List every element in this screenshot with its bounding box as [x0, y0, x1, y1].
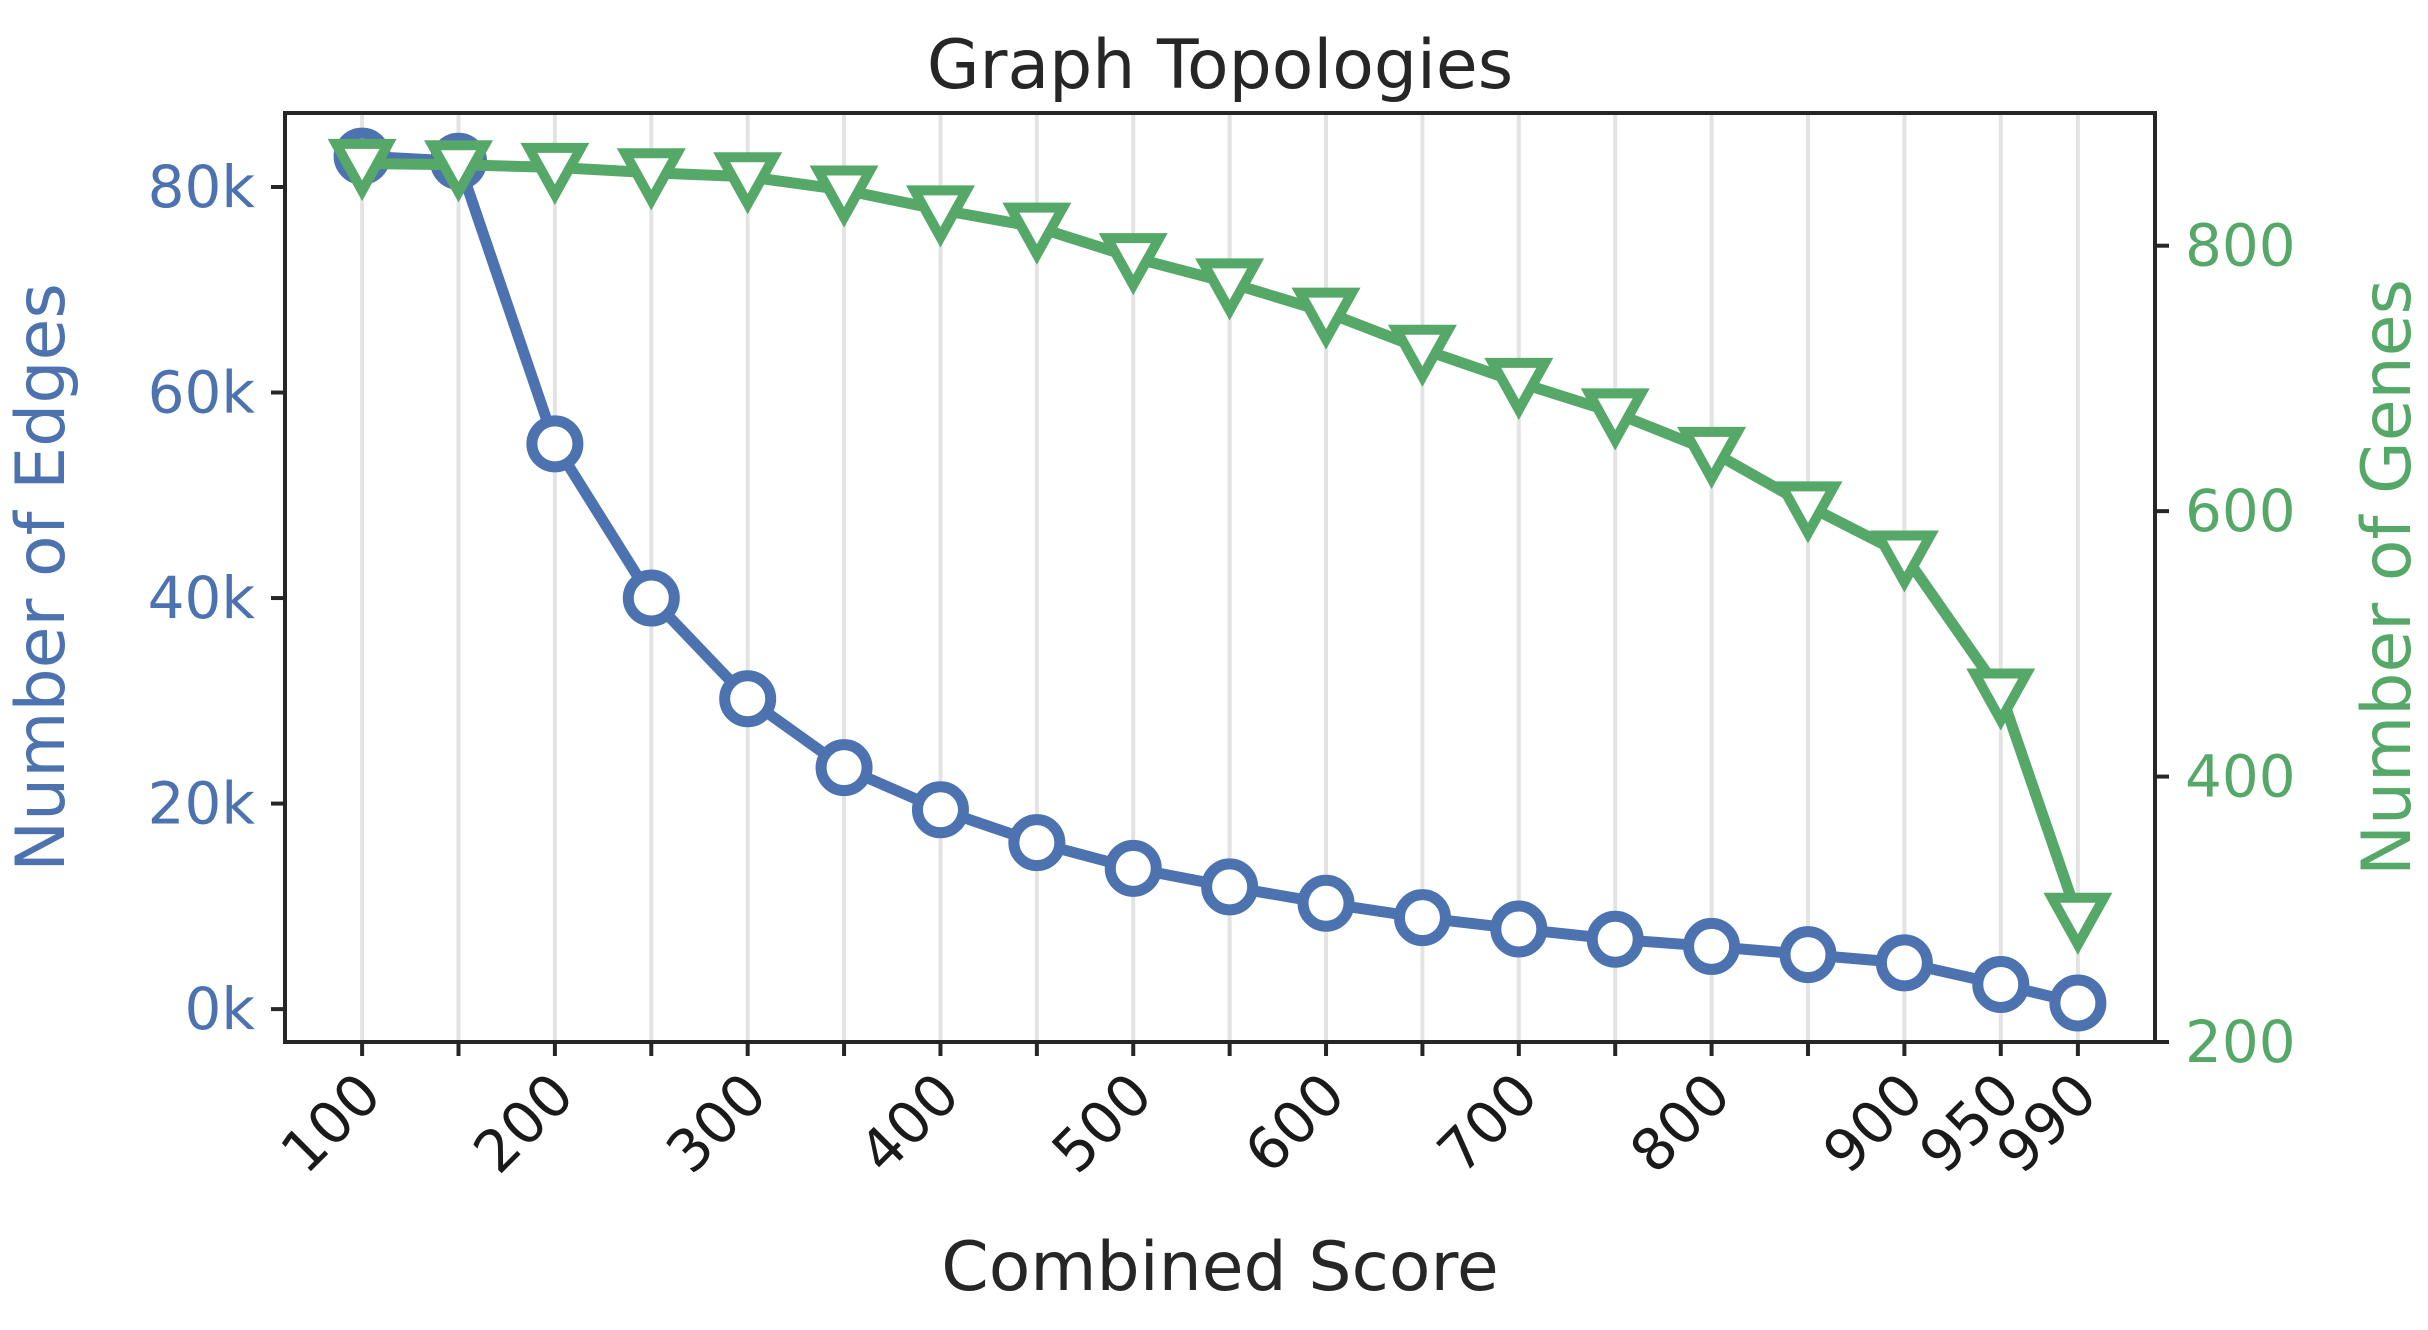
edges-point — [1972, 955, 2030, 1013]
genes-point — [424, 140, 494, 203]
y-left-tick-label: 80k — [148, 153, 256, 221]
chart-title: Graph Topologies — [927, 26, 1513, 105]
edges-point — [815, 739, 873, 797]
edges-point — [1104, 839, 1162, 897]
genes-point — [1098, 233, 1168, 296]
y-left-tick-label: 40k — [148, 564, 256, 632]
y-right-tick-label: 400 — [2185, 743, 2296, 811]
edges-point — [1683, 917, 1741, 975]
edges-point — [719, 670, 777, 728]
genes-point — [809, 165, 879, 228]
y-left-tick-label: 60k — [148, 359, 256, 427]
genes-point — [905, 185, 975, 248]
edges-point — [1490, 900, 1548, 958]
genes-point — [1002, 202, 1072, 265]
edges-point — [1008, 814, 1066, 872]
y-right-tick-label: 800 — [2185, 212, 2296, 280]
y-right-tick-label: 200 — [2185, 1008, 2296, 1076]
edges-point — [1297, 874, 1355, 932]
genes-point — [1387, 324, 1457, 387]
edges-point — [1393, 889, 1451, 947]
x-axis-label: Combined Score — [941, 1228, 1499, 1307]
y-left-tick-label: 20k — [148, 770, 256, 838]
genes-point — [616, 148, 686, 211]
genes-point — [713, 152, 783, 215]
y-left-axis-label: Number of Edges — [2, 283, 81, 872]
edges-point — [1201, 858, 1259, 916]
edges-point — [1586, 910, 1644, 968]
genes-point — [327, 138, 397, 202]
genes-point — [1773, 481, 1843, 544]
y-left-tick-label: 0k — [185, 975, 256, 1043]
genes-point — [1484, 357, 1554, 421]
edges-point — [1875, 934, 1933, 992]
genes-point — [1677, 426, 1747, 490]
genes-point — [1966, 668, 2036, 731]
genes-point — [2043, 892, 2113, 955]
edges-point — [526, 415, 584, 473]
edges-point — [911, 781, 969, 839]
edges-point — [622, 569, 680, 627]
genes-point — [520, 142, 590, 206]
y-right-tick-label: 600 — [2185, 477, 2296, 545]
genes-point — [1291, 287, 1361, 350]
genes-point — [1195, 258, 1265, 321]
genes-point — [1580, 388, 1650, 451]
edges-point — [2049, 974, 2107, 1032]
y-right-axis-label: Number of Genes — [2348, 279, 2427, 876]
genes-point — [1869, 530, 1939, 593]
plot-frame — [283, 111, 2157, 1044]
edges-point — [1779, 926, 1837, 984]
series-layer — [327, 127, 2113, 1032]
